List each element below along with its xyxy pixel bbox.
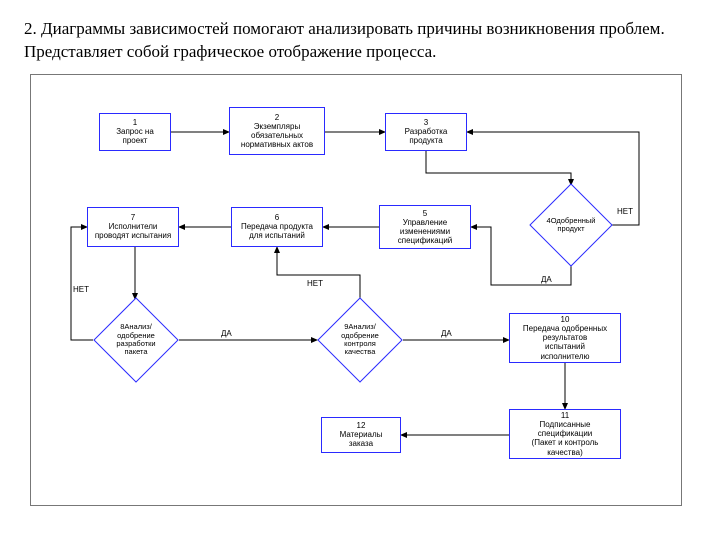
node-label: Передача продуктадля испытаний bbox=[241, 222, 313, 240]
page-heading: 2. Диаграммы зависимостей помогают анали… bbox=[24, 18, 696, 64]
flow-node-n10: 10Передача одобренныхрезультатовиспытани… bbox=[509, 313, 621, 363]
flow-node-n3: 3Разработкапродукта bbox=[385, 113, 467, 151]
flow-decision-n9: 9Анализ/одобрениеконтролякачества bbox=[317, 297, 403, 383]
edge-label: НЕТ bbox=[617, 207, 633, 216]
edge-label: НЕТ bbox=[307, 279, 323, 288]
node-label: Подписанныеспецификации(Пакет и контроль… bbox=[532, 420, 599, 457]
flowchart-frame: НЕТ ДА НЕТ ДА НЕТ ДА 1Запрос напроект 2Экземпля… bbox=[30, 74, 682, 506]
node-number: 10 bbox=[561, 315, 570, 324]
node-label: 4Одобренныйпродукт bbox=[539, 217, 603, 234]
flow-node-n11: 11Подписанныеспецификации(Пакет и контро… bbox=[509, 409, 621, 459]
node-number: 1 bbox=[133, 118, 137, 127]
node-number: 11 bbox=[561, 411, 569, 420]
node-number: 6 bbox=[275, 213, 279, 222]
flow-decision-n8: 8Анализ/одобрениеразработкипакета bbox=[93, 297, 179, 383]
flow-node-n7: 7Исполнителипроводят испытания bbox=[87, 207, 179, 247]
node-number: 5 bbox=[423, 209, 427, 218]
edge-label: ДА bbox=[441, 329, 452, 338]
flow-node-n1: 1Запрос напроект bbox=[99, 113, 171, 151]
edge-label: НЕТ bbox=[73, 285, 89, 294]
node-label: Передача одобренныхрезультатовиспытанийи… bbox=[523, 324, 607, 361]
node-number: 2 bbox=[275, 113, 279, 122]
edge-label: ДА bbox=[541, 275, 552, 284]
node-number: 7 bbox=[131, 213, 135, 222]
flow-node-n12: 12Материалызаказа bbox=[321, 417, 401, 453]
flow-decision-n4: 4Одобренныйпродукт bbox=[529, 183, 613, 267]
node-label: Экземплярыобязательныхнормативных актов bbox=[241, 122, 313, 150]
flow-node-n2: 2Экземплярыобязательныхнормативных актов bbox=[229, 107, 325, 155]
node-label: Запрос напроект bbox=[116, 127, 154, 145]
node-label: 8Анализ/одобрениеразработкипакета bbox=[104, 323, 168, 356]
node-label: Исполнителипроводят испытания bbox=[95, 222, 171, 240]
node-label: Разработкапродукта bbox=[405, 127, 448, 145]
node-number: 3 bbox=[424, 118, 428, 127]
flow-node-n5: 5Управлениеизменениямиспецификаций bbox=[379, 205, 471, 249]
flow-node-n6: 6Передача продуктадля испытаний bbox=[231, 207, 323, 247]
edge-label: ДА bbox=[221, 329, 232, 338]
node-number: 12 bbox=[357, 421, 366, 430]
node-label: 9Анализ/одобрениеконтролякачества bbox=[328, 323, 392, 356]
node-label: Материалызаказа bbox=[340, 430, 383, 448]
node-label: Управлениеизменениямиспецификаций bbox=[398, 218, 453, 246]
